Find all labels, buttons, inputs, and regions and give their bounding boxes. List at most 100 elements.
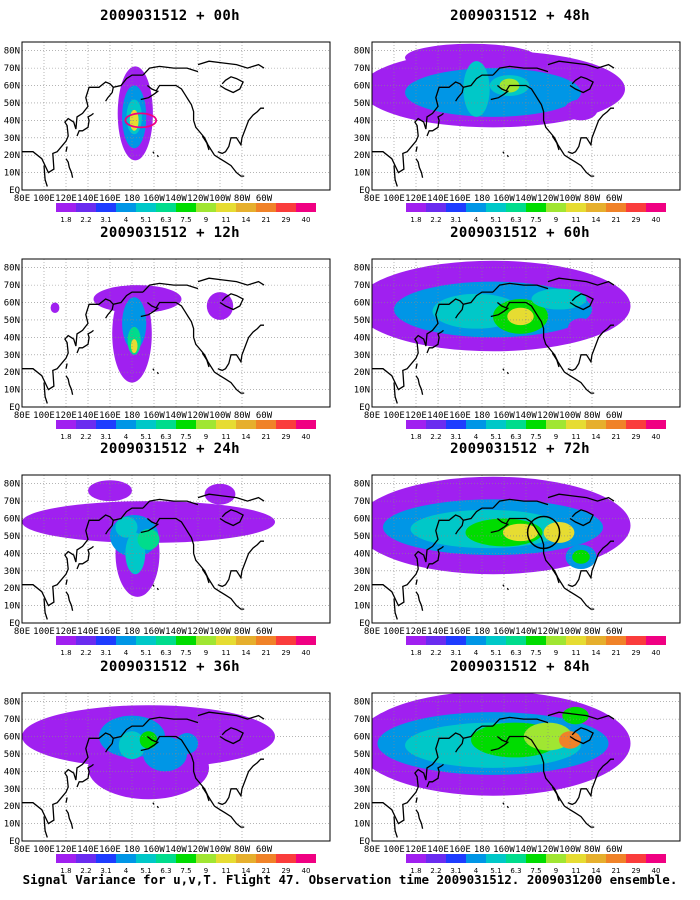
lon-tick-label: 180: [124, 194, 140, 204]
lon-tick-label: 100W: [209, 627, 231, 637]
lat-tick-label: 80N: [354, 480, 370, 490]
colorbar-label: 21: [262, 867, 271, 875]
colorbar-swatch: [426, 420, 446, 429]
coastline: [140, 307, 159, 318]
lon-tick-label: 80E: [364, 411, 380, 421]
colorbar-label: 11: [572, 867, 581, 875]
lon-tick-label: 120E: [405, 411, 427, 421]
colorbar-swatch: [176, 203, 196, 212]
coastline: [567, 107, 614, 155]
colorbar-swatch: [256, 636, 276, 645]
coastline: [569, 727, 594, 745]
coastline: [140, 523, 159, 534]
lon-tick-label: 60W: [606, 411, 623, 421]
colorbar-label: 6.3: [510, 649, 521, 657]
coastline: [569, 509, 594, 527]
lat-tick-label: EQ: [9, 837, 20, 847]
coastline: [506, 154, 509, 158]
coastline: [547, 711, 615, 720]
colorbar-label: 9: [554, 433, 558, 441]
lat-tick-label: 10N: [354, 169, 370, 179]
lat-tick-label: 10N: [354, 602, 370, 612]
lon-tick-label: 100W: [209, 845, 231, 855]
panel-title: 2009031512 + 72h: [450, 441, 590, 457]
colorbar-label: 11: [222, 433, 231, 441]
colorbar-swatch: [136, 420, 156, 429]
colorbar-label: 7.5: [180, 433, 191, 441]
lat-tick-label: 50N: [354, 532, 370, 542]
colorbar-label: 4: [474, 433, 479, 441]
colorbar-label: 14: [242, 649, 251, 657]
variance-contour-fill: [562, 706, 589, 725]
colorbar-swatch: [96, 203, 116, 212]
lat-tick-label: 10N: [4, 820, 20, 830]
colorbar-swatch: [606, 203, 626, 212]
coastline: [65, 375, 74, 395]
coastline: [567, 324, 614, 372]
coastline: [43, 598, 48, 620]
lon-tick-label: 140W: [515, 194, 537, 204]
lon-tick-label: 160E: [99, 627, 121, 637]
variance-contour-fill: [50, 302, 60, 313]
lat-tick-label: 60N: [354, 299, 370, 309]
coastline: [146, 735, 245, 828]
colorbar-label: 7.5: [530, 867, 541, 875]
coastline: [551, 786, 560, 802]
colorbar-swatch: [446, 854, 466, 863]
lon-tick-label: 140E: [77, 845, 99, 855]
colorbar-swatch: [546, 854, 566, 863]
lat-tick-label: 50N: [354, 750, 370, 760]
colorbar-label: 3.1: [100, 867, 111, 875]
coastline: [547, 493, 615, 502]
coastline: [415, 579, 418, 585]
variance-contour-fill: [405, 68, 581, 117]
lon-tick-label: 120W: [537, 411, 559, 421]
lat-tick-label: 60N: [354, 515, 370, 525]
colorbar-label: 40: [652, 867, 661, 875]
colorbar-swatch: [526, 636, 546, 645]
map-frame: [21, 692, 331, 842]
lon-tick-label: 60W: [606, 845, 623, 855]
lon-tick-label: 60W: [606, 194, 623, 204]
lon-tick-label: 140E: [77, 627, 99, 637]
map-panel-12h: 2009031512 + 12h 80N 70N 60N 50N 40N 30N 20N 10…: [0, 225, 340, 441]
coastline: [551, 568, 560, 584]
colorbar-swatch: [426, 636, 446, 645]
colorbar-label: 40: [652, 649, 661, 657]
coastline: [492, 716, 549, 727]
lat-tick-label: 10N: [4, 169, 20, 179]
lon-tick-label: 80W: [234, 845, 251, 855]
coastline: [455, 304, 464, 319]
colorbar-swatch: [276, 420, 296, 429]
variance-contour-fill: [564, 99, 598, 121]
colorbar-swatch: [116, 854, 136, 863]
colorbar-label: 5.1: [490, 216, 501, 224]
colorbar-swatch: [486, 420, 506, 429]
colorbar-label: 1.8: [410, 433, 421, 441]
coastline: [65, 158, 74, 178]
lat-tick-label: 10N: [4, 386, 20, 396]
lat-tick-label: 30N: [354, 785, 370, 795]
coastline: [217, 324, 264, 372]
colorbar-swatch: [76, 854, 96, 863]
lon-tick-label: 60W: [256, 194, 273, 204]
lon-tick-label: 160E: [99, 411, 121, 421]
colorbar-swatch: [546, 203, 566, 212]
coastline: [201, 135, 210, 151]
colorbar-label: 11: [572, 216, 581, 224]
coastline: [197, 711, 265, 720]
colorbar-swatch: [586, 854, 606, 863]
coastline: [217, 758, 264, 806]
coastline: [492, 498, 549, 509]
lon-tick-label: 180: [474, 627, 490, 637]
colorbar-swatch: [296, 420, 316, 429]
coastline: [496, 735, 595, 828]
coastline: [142, 65, 199, 76]
colorbar-label: 21: [612, 867, 621, 875]
colorbar-label: 29: [282, 433, 291, 441]
lon-tick-label: 160W: [143, 411, 165, 421]
lat-tick-label: 30N: [354, 134, 370, 144]
lon-tick-label: 80E: [14, 411, 30, 421]
